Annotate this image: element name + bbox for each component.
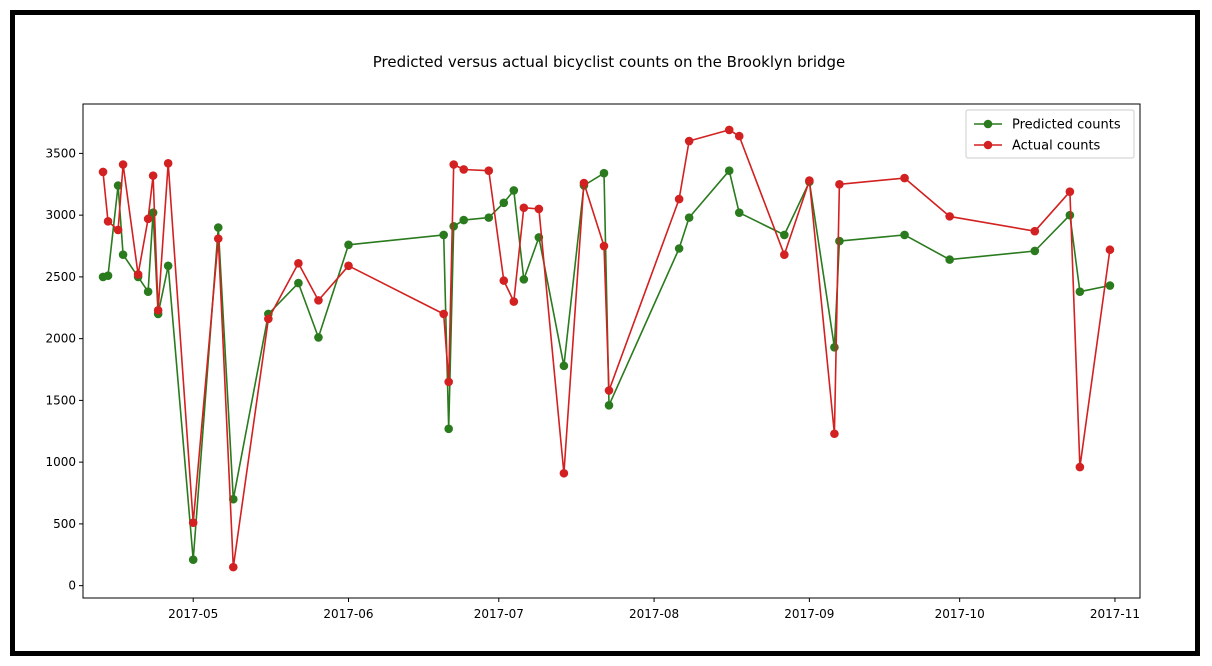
series-2-point (444, 378, 453, 387)
x-tick-label: 2017-08 (629, 607, 679, 621)
series-2-point (264, 315, 273, 324)
y-tick-label: 1000 (45, 455, 76, 469)
x-tick-label: 2017-11 (1090, 607, 1140, 621)
series-2-point (600, 242, 609, 251)
series-2-point (780, 250, 789, 259)
y-tick-label: 500 (53, 517, 76, 531)
series-2-point (144, 215, 153, 224)
series-2-point (605, 386, 614, 395)
x-tick-label: 2017-07 (474, 607, 524, 621)
series-2-point (830, 429, 839, 438)
series-1-point (144, 287, 153, 296)
series-2-point (945, 212, 954, 221)
y-tick-label: 3000 (45, 208, 76, 222)
x-tick-label: 2017-05 (168, 607, 218, 621)
series-1-point (1031, 247, 1040, 256)
series-1-point (675, 244, 684, 253)
series-2-point (114, 226, 123, 235)
series-1-point (830, 343, 839, 352)
series-1-point (314, 333, 323, 342)
series-2-point (314, 296, 323, 305)
series-2-point (344, 261, 353, 270)
series-line-1 (103, 171, 1110, 560)
legend-marker-2 (984, 141, 993, 150)
chart-svg: 0 500 1000 1500 2000 2500 3000 3500 2017-05 2017-… (15, 15, 1205, 661)
series-2-point (229, 563, 238, 572)
series-1-point (439, 231, 448, 240)
series-1-point (484, 213, 493, 222)
series-1-point (735, 208, 744, 217)
legend-marker-1 (984, 120, 993, 129)
y-tick-label: 1500 (45, 393, 76, 407)
series-1-point (520, 275, 529, 284)
series-1-point (900, 231, 909, 240)
chart-frame: Predicted versus actual bicyclist counts… (10, 10, 1200, 656)
series-1-point (449, 222, 458, 231)
series-1-point (1106, 281, 1115, 290)
series-2-point (449, 160, 458, 169)
series-2-point (484, 166, 493, 175)
series-2-point (154, 306, 163, 315)
y-tick-label: 2500 (45, 270, 76, 284)
series-2-point (149, 171, 158, 180)
y-tick-label: 2000 (45, 332, 76, 346)
series-1-point (1076, 287, 1085, 296)
series-1-point (499, 199, 508, 208)
series-2-point (119, 160, 128, 169)
series-2-point (725, 126, 734, 135)
series-1-point (605, 401, 614, 410)
plot-area (83, 104, 1140, 598)
series-1-point (560, 362, 569, 371)
y-tick-label: 0 (68, 579, 76, 593)
series-1-point (189, 555, 198, 564)
series-2-point (835, 180, 844, 189)
series-1-point (600, 169, 609, 178)
series-2-point (99, 168, 108, 177)
series-2-point (1031, 227, 1040, 236)
series-2-point (1076, 463, 1085, 472)
x-tick-label: 2017-06 (323, 607, 373, 621)
series-2-point (510, 297, 519, 306)
series-1-point (294, 279, 303, 288)
legend-label-1: Predicted counts (1012, 118, 1121, 133)
series-1-point (780, 231, 789, 240)
series-2-point (580, 179, 589, 188)
series-1-point (459, 216, 468, 225)
series-2-point (189, 518, 198, 527)
series-2-point (459, 165, 468, 174)
series-1-point (344, 240, 353, 249)
series-1-point (510, 186, 519, 195)
series-2-point (805, 176, 814, 185)
series-1-point (214, 223, 223, 232)
legend-label-2: Actual counts (1012, 139, 1101, 154)
series-2-point (735, 132, 744, 141)
series-2-point (520, 203, 529, 212)
series-2-point (499, 276, 508, 285)
series-2-point (685, 137, 694, 146)
series-2-point (900, 174, 909, 183)
series-2-point (1106, 245, 1115, 254)
series-1-point (444, 425, 453, 434)
series-2-point (294, 259, 303, 268)
series-1-point (119, 250, 128, 259)
y-tick-label: 3500 (45, 146, 76, 160)
series-2-point (214, 234, 223, 243)
series-1-point (104, 271, 113, 280)
series-line-2 (103, 130, 1110, 567)
series-1-point (685, 213, 694, 222)
series-2-point (535, 205, 544, 214)
series-2-point (134, 270, 143, 279)
series-2-point (164, 159, 173, 168)
series-2-point (675, 195, 684, 204)
series-2-point (104, 217, 113, 226)
series-2-point (439, 310, 448, 319)
series-1-point (164, 261, 173, 270)
series-2-point (560, 469, 569, 478)
x-tick-label: 2017-10 (935, 607, 985, 621)
series-2-point (1066, 187, 1075, 196)
series-1-point (835, 237, 844, 246)
series-1-point (725, 166, 734, 175)
x-tick-label: 2017-09 (784, 607, 834, 621)
series-1-point (945, 255, 954, 264)
